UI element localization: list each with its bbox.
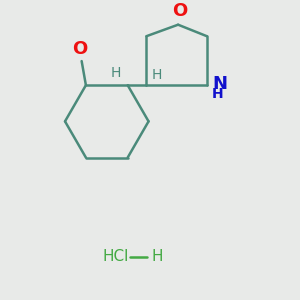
Text: H: H — [152, 68, 162, 82]
Text: O: O — [172, 2, 187, 20]
Text: O: O — [73, 40, 88, 58]
Text: H: H — [212, 87, 224, 101]
Text: H: H — [110, 66, 121, 80]
Text: HCl: HCl — [102, 249, 128, 264]
Text: H: H — [152, 249, 163, 264]
Text: N: N — [212, 75, 227, 93]
